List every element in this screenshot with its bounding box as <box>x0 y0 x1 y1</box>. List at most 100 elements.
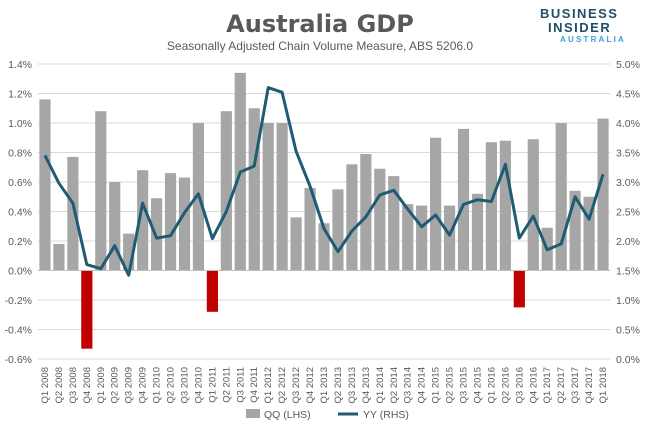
qq-bar <box>109 182 121 271</box>
x-tick-label: Q1 2014 <box>375 367 386 403</box>
left-tick-label: -0.2% <box>5 295 32 307</box>
x-tick-label: Q2 2011 <box>221 367 232 403</box>
qq-bar <box>416 205 428 271</box>
qq-bar <box>402 204 414 271</box>
x-tick-label: Q2 2008 <box>54 367 65 403</box>
chart-title: Australia GDP <box>226 10 414 38</box>
qq-bar <box>471 193 484 271</box>
yy-line <box>43 86 605 277</box>
qq-bar <box>137 170 149 271</box>
qq-bar <box>569 190 581 271</box>
right-tick-label: 2.0% <box>616 236 640 248</box>
qq-bar <box>248 108 260 271</box>
left-tick-label: -0.4% <box>5 325 32 337</box>
qq-bar <box>39 99 51 271</box>
x-tick-label: Q1 2012 <box>263 367 274 403</box>
x-tick-label: Q4 2013 <box>361 367 372 403</box>
qq-bar <box>304 187 316 271</box>
qq-bar <box>276 123 288 271</box>
x-tick-label: Q3 2014 <box>403 367 414 403</box>
qq-bar <box>262 123 274 271</box>
qq-bar <box>346 164 358 271</box>
x-tick-label: Q4 2010 <box>193 367 204 403</box>
qq-bar <box>81 270 93 349</box>
x-tick-label: Q2 2014 <box>389 367 400 403</box>
x-tick-label: Q1 2011 <box>207 367 218 403</box>
chart-subtitle: Seasonally Adjusted Chain Volume Measure… <box>167 39 474 53</box>
left-tick-label: 0.6% <box>8 177 32 189</box>
qq-bar <box>332 189 344 271</box>
right-tick-label: 3.0% <box>616 177 640 189</box>
legend-swatch-qq <box>246 409 260 418</box>
x-tick-label: Q3 2011 <box>235 367 246 403</box>
right-tick-label: 4.0% <box>616 118 640 130</box>
left-tick-label: 0.4% <box>8 207 32 219</box>
left-tick-label: 0.0% <box>8 266 32 278</box>
x-tick-label: Q2 2010 <box>166 367 177 403</box>
qq-bar <box>374 168 386 271</box>
x-tick-label: Q2 2016 <box>500 367 511 403</box>
qq-bar <box>67 156 79 271</box>
x-tick-label: Q3 2016 <box>514 367 525 403</box>
brand-logo: BUSINESS INSIDER AUSTRALIA <box>540 6 626 44</box>
qq-bar <box>555 123 567 271</box>
legend: QQ (LHS) YY (RHS) <box>246 409 409 421</box>
qq-bar <box>457 128 470 271</box>
right-tick-label: 0.5% <box>616 325 640 337</box>
brand-line-australia: AUSTRALIA <box>560 35 626 44</box>
x-tick-label: Q3 2017 <box>570 367 581 403</box>
x-tick-label: Q4 2009 <box>138 367 149 403</box>
brand-line-business: BUSINESS <box>540 6 618 21</box>
qq-bar <box>430 137 442 271</box>
qq-bar <box>597 118 609 271</box>
qq-bars <box>39 72 609 349</box>
right-tick-label: 5.0% <box>616 59 640 71</box>
x-tick-label: Q2 2012 <box>277 367 288 403</box>
right-tick-label: 2.5% <box>616 207 640 219</box>
x-tick-label: Q4 2014 <box>417 367 428 403</box>
legend-label-qq: QQ (LHS) <box>264 409 311 421</box>
right-tick-label: 3.5% <box>616 148 640 160</box>
qq-bar <box>53 243 65 271</box>
left-tick-label: 1.2% <box>8 89 32 101</box>
yy-line-path <box>43 86 605 277</box>
x-tick-label: Q3 2015 <box>459 367 470 403</box>
x-tick-label: Q1 2009 <box>96 367 107 403</box>
left-tick-label: 0.2% <box>8 236 32 248</box>
qq-bar <box>485 142 497 271</box>
x-tick-label: Q1 2018 <box>598 367 609 403</box>
qq-bar <box>318 223 330 271</box>
left-tick-label: -0.6% <box>5 354 32 366</box>
x-tick-label: Q3 2013 <box>347 367 358 403</box>
qq-bar <box>583 196 595 271</box>
x-tick-label: Q1 2013 <box>319 367 330 403</box>
x-tick-label: Q1 2015 <box>431 367 442 403</box>
qq-bar <box>178 177 191 271</box>
qq-bar <box>360 153 372 271</box>
gridlines <box>38 63 610 360</box>
right-tick-label: 1.5% <box>616 266 640 278</box>
qq-bar <box>95 111 107 271</box>
qq-bar <box>123 233 135 271</box>
x-tick-label: Q4 2008 <box>82 367 93 403</box>
x-axis-labels: Q1 2008 Q2 2008 Q3 2008 Q4 2008 Q1 2009 Q2 20… <box>40 367 609 403</box>
right-tick-label: 0.0% <box>616 354 640 366</box>
x-tick-label: Q2 2009 <box>110 367 121 403</box>
qq-bar <box>164 173 177 271</box>
left-axis: -0.6% -0.4% -0.2% 0.0% 0.2% 0.4% 0.6% 0.8% 1.0% 1… <box>5 59 32 366</box>
right-tick-label: 4.5% <box>616 89 640 101</box>
x-tick-label: Q1 2010 <box>152 367 163 403</box>
x-tick-label: Q4 2012 <box>305 367 316 403</box>
x-tick-label: Q3 2010 <box>179 367 190 403</box>
qq-bar <box>290 217 302 271</box>
x-tick-label: Q4 2011 <box>249 367 260 403</box>
x-tick-label: Q3 2012 <box>291 367 302 403</box>
brand-line-insider: INSIDER <box>548 20 611 35</box>
qq-bar <box>499 140 511 271</box>
right-axis: 0.0% 0.5% 1.0% 1.5% 2.0% 2.5% 3.0% 3.5% 4.0% 4.5%… <box>616 59 640 366</box>
qq-bar <box>220 111 232 271</box>
x-tick-label: Q3 2009 <box>124 367 135 403</box>
qq-bar <box>513 270 525 308</box>
legend-label-yy: YY (RHS) <box>363 409 409 421</box>
